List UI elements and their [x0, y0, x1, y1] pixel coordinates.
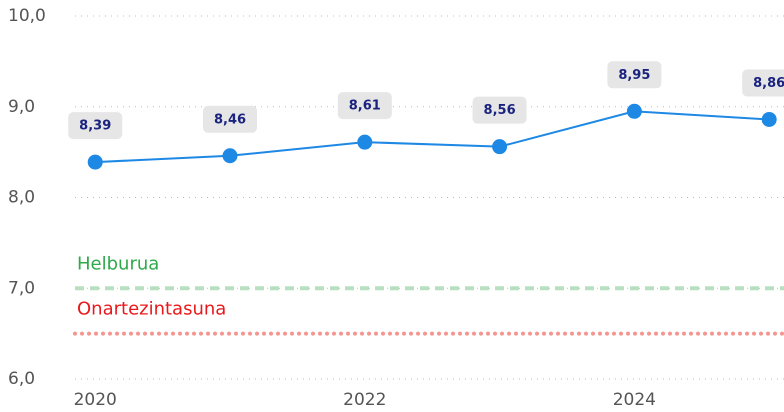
y-tick-label: 7,0: [8, 278, 35, 298]
point: [761, 111, 777, 127]
y-tick-label: 10,0: [8, 6, 46, 26]
data-label: 8,46: [214, 112, 246, 127]
data-label: 8,86: [753, 76, 784, 91]
data-label: 8,39: [79, 119, 111, 134]
y-tick-label: 8,0: [8, 188, 35, 208]
label-box: [472, 96, 527, 124]
point: [626, 103, 642, 119]
label-box: [68, 112, 123, 140]
point: [87, 154, 103, 170]
data-label: 8,61: [349, 99, 381, 114]
point: [222, 148, 238, 164]
y-tick-label: 9,0: [8, 97, 35, 117]
point: [492, 139, 508, 155]
point: [357, 134, 373, 150]
series-line: [95, 110, 770, 164]
reference-label: Onartezintasuna: [77, 299, 226, 320]
label-box: [742, 69, 784, 97]
x-tick-label: 2020: [74, 390, 117, 410]
x-tick-label: 2024: [613, 390, 656, 410]
label-box: [337, 92, 392, 120]
x-tick-label: 2022: [343, 390, 386, 410]
data-label: 8,56: [484, 103, 516, 118]
label-box: [607, 61, 662, 89]
y-tick-label: 6,0: [8, 369, 35, 389]
data-label: 8,95: [618, 68, 650, 83]
reference-label: Helburua: [77, 253, 159, 274]
label-box: [203, 105, 258, 133]
